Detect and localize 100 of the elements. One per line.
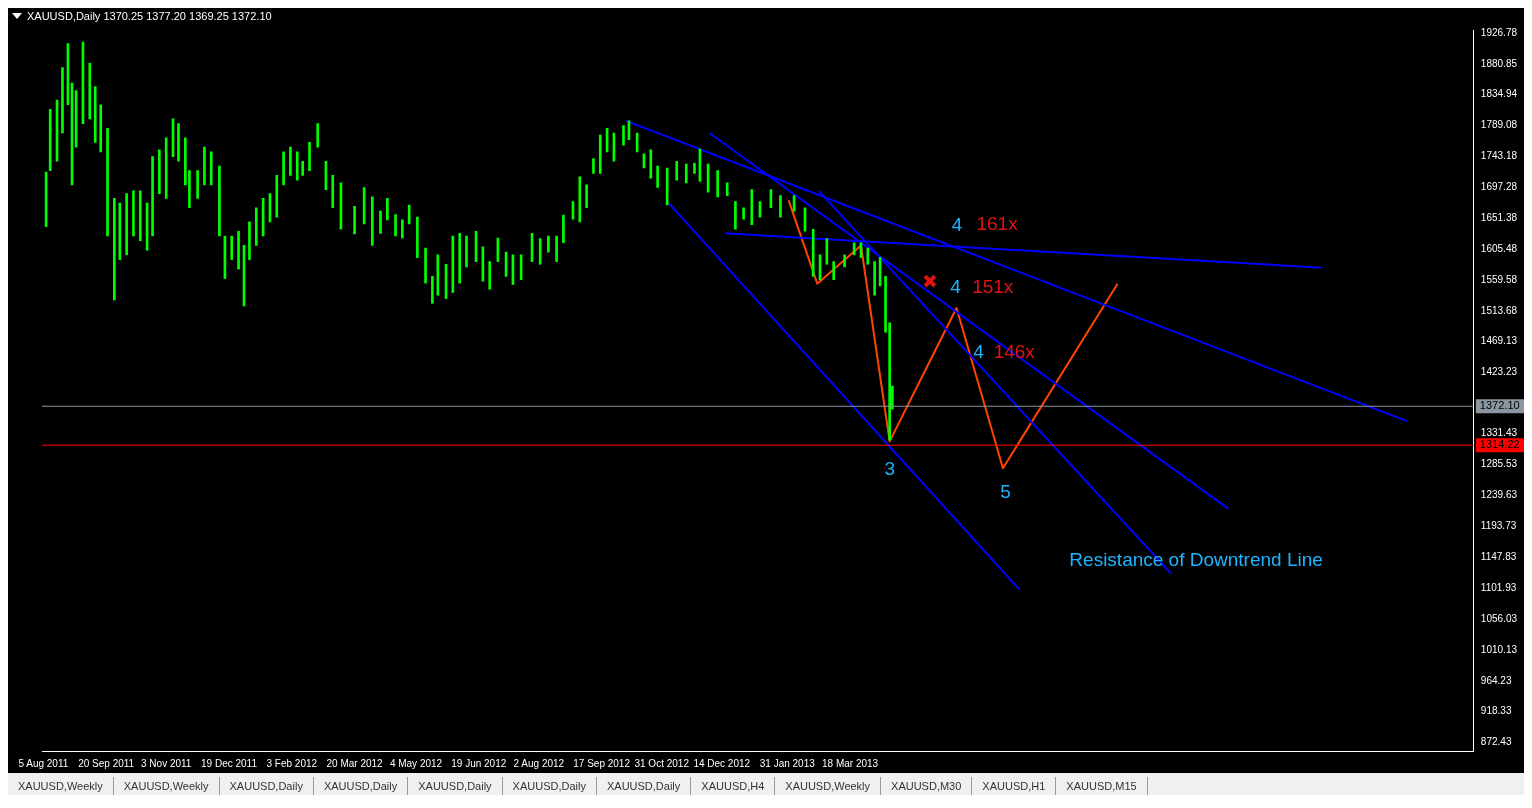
bar <box>353 206 356 235</box>
bar <box>379 210 382 234</box>
y-tick-label: 1743.18 <box>1480 150 1518 162</box>
x-tick-label: 20 Mar 2012 <box>326 757 384 769</box>
y-tick-label: 1605.48 <box>1480 242 1518 254</box>
bar <box>370 196 374 246</box>
bar <box>742 207 745 220</box>
bar <box>811 228 815 277</box>
bar <box>416 216 419 258</box>
y-tick-label: 1193.73 <box>1480 520 1517 532</box>
ref-line-label: 1372.10 <box>1479 399 1520 412</box>
bar <box>832 261 836 281</box>
y-tick-label: 1559.58 <box>1480 273 1518 285</box>
bar <box>209 151 213 186</box>
bar <box>132 190 135 237</box>
bar <box>48 109 52 172</box>
text: XAUUSD,Daily <box>502 777 597 795</box>
bar <box>316 123 320 148</box>
bar <box>725 182 729 196</box>
x-tick-label: 3 Nov 2011 <box>141 757 192 769</box>
bar <box>386 197 389 221</box>
bar <box>88 62 92 120</box>
y-tick-label: 1056.03 <box>1480 612 1518 624</box>
bar <box>585 184 588 209</box>
bar <box>866 247 870 265</box>
x-tick-label: 17 Sep 2012 <box>573 757 631 769</box>
bar <box>458 232 462 284</box>
bar <box>158 149 161 194</box>
bar <box>93 86 97 143</box>
bar <box>151 156 154 237</box>
bar <box>465 235 468 268</box>
text: XAUUSD,Daily <box>596 777 692 795</box>
y-tick-label: 1926.78 <box>1480 26 1518 38</box>
bar <box>750 189 754 225</box>
bar <box>562 214 565 244</box>
y-tick-label: 1697.28 <box>1480 181 1518 193</box>
x-tick-label: 19 Dec 2011 <box>201 757 258 769</box>
annotation: ✖ <box>921 271 938 293</box>
bar <box>622 125 625 146</box>
y-tick-label: 1010.13 <box>1480 643 1518 655</box>
y-tick-label: 1331.43 <box>1480 427 1518 439</box>
bar <box>431 276 434 304</box>
x-tick-label: 31 Jan 2013 <box>759 757 816 769</box>
x-tick-label: 14 Dec 2012 <box>693 757 751 769</box>
bar <box>684 163 688 184</box>
bar <box>488 261 492 290</box>
annotation: 5 <box>1000 481 1011 503</box>
bar <box>578 176 582 223</box>
bar <box>275 175 279 218</box>
bar <box>218 165 221 237</box>
annotation: 4 <box>973 340 985 362</box>
text: XAUUSD,Daily <box>313 777 409 795</box>
ref-line-label: 1314.22 <box>1479 438 1520 451</box>
y-tick-label: 1147.83 <box>1480 550 1517 562</box>
text: XAUUSD,Daily <box>408 777 503 795</box>
bar <box>407 204 411 225</box>
y-tick-label: 1651.38 <box>1480 211 1518 223</box>
bar <box>248 221 251 260</box>
text: XAUUSD,H1 <box>972 777 1057 795</box>
bar <box>734 201 737 230</box>
bar <box>282 151 285 186</box>
bar <box>196 170 199 199</box>
x-tick-label: 4 May 2012 <box>389 757 443 769</box>
bar <box>99 104 103 153</box>
x-tick-label: 5 Aug 2011 <box>18 757 69 769</box>
bar <box>873 261 876 296</box>
annotation: 161x <box>976 212 1019 234</box>
bar <box>401 219 404 239</box>
annotation: 4 <box>950 276 962 298</box>
annotation: 4 <box>951 213 963 235</box>
y-tick-label: 1101.93 <box>1480 581 1517 593</box>
x-tick-label: 3 Feb 2012 <box>266 757 318 769</box>
bar <box>177 123 180 162</box>
text: XAUUSD,Weekly <box>775 777 882 795</box>
bar <box>675 160 679 181</box>
bar <box>61 67 64 134</box>
bar <box>289 146 292 176</box>
bar <box>716 170 719 198</box>
text: XAUUSD,Weekly <box>8 777 114 795</box>
y-tick-label: 1423.23 <box>1480 365 1518 377</box>
bar <box>164 137 168 199</box>
bar <box>295 151 299 181</box>
bar <box>118 202 122 260</box>
y-tick-label: 918.33 <box>1480 705 1512 717</box>
y-tick-label: 1880.85 <box>1480 57 1518 69</box>
bar <box>598 134 602 174</box>
bar <box>203 146 206 186</box>
text: XAUUSD,Daily <box>219 777 314 795</box>
bar <box>538 238 542 265</box>
y-tick-label: 1285.53 <box>1480 458 1518 470</box>
bar <box>649 149 653 179</box>
text: XAUUSD,H4 <box>691 777 776 795</box>
x-tick-label: 19 Jun 2012 <box>451 757 507 769</box>
bar <box>308 142 311 172</box>
bar <box>254 207 258 246</box>
bar <box>331 175 335 209</box>
y-tick-label: 1513.68 <box>1480 304 1518 316</box>
y-tick-label: 1469.13 <box>1480 334 1518 346</box>
bar <box>592 158 595 174</box>
bar <box>547 235 550 253</box>
